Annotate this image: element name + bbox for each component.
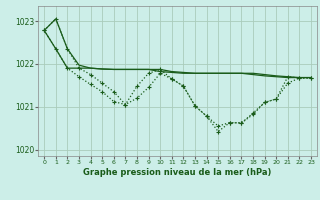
X-axis label: Graphe pression niveau de la mer (hPa): Graphe pression niveau de la mer (hPa) bbox=[84, 168, 272, 177]
